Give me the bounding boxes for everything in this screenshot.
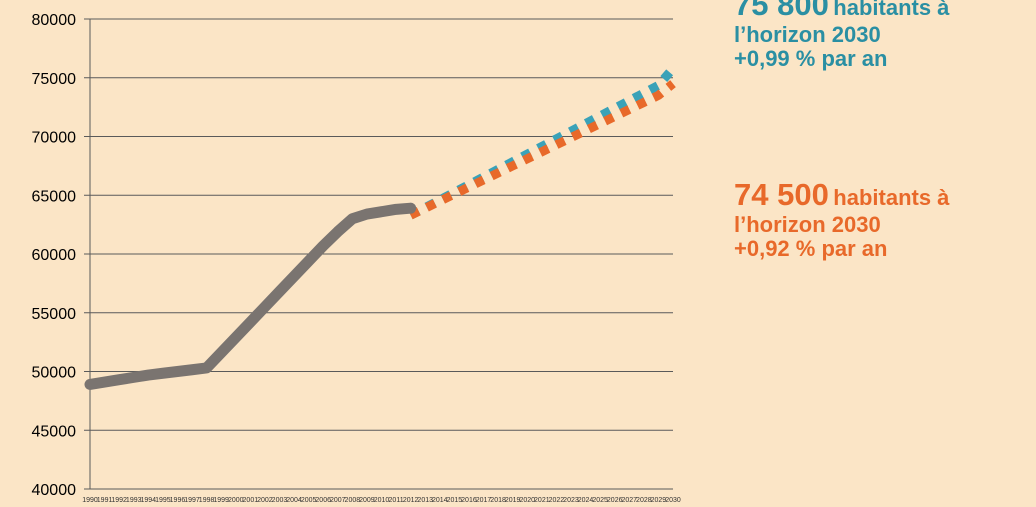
- y-tick-label: 80000: [32, 12, 77, 29]
- y-tick-label: 70000: [32, 130, 77, 147]
- scenario-low-callout: 74 500 habitants à l’horizon 2030 +0,92 …: [734, 177, 950, 262]
- scenario-high-callout: 75 800 habitants à l’horizon 2030 +0,99 …: [734, 0, 949, 72]
- x-tick-label: 2016: [461, 497, 477, 504]
- y-tick-label: 65000: [32, 188, 77, 205]
- x-tick-label: 1992: [111, 497, 127, 504]
- x-tick-label: 1991: [97, 497, 113, 504]
- callout-high-number: 75 800: [734, 0, 829, 22]
- x-tick-label: 2010: [374, 497, 390, 504]
- series-lines: [84, 65, 677, 390]
- x-tick-label: 2005: [301, 497, 317, 504]
- callout-low-text: habitants à: [833, 185, 950, 210]
- x-tick-label: 2018: [490, 497, 506, 504]
- x-tick-label: 2003: [272, 497, 288, 504]
- x-tick-label: 1995: [155, 497, 171, 504]
- x-tick-label: 1990: [82, 497, 98, 504]
- x-tick-label: 1998: [199, 497, 215, 504]
- x-tick-label: 2019: [505, 497, 521, 504]
- x-tick-label: 2015: [447, 497, 463, 504]
- x-tick-label: 2013: [417, 497, 433, 504]
- x-tick-label: 2029: [651, 497, 667, 504]
- high-scenario-line: [408, 65, 677, 220]
- y-tick-labels: 40000 45000 50000 55000 60000 65000 70000 75000…: [32, 12, 77, 499]
- x-tick-label: 2026: [607, 497, 623, 504]
- x-tick-label: 1994: [141, 497, 157, 504]
- y-tick-label: 60000: [32, 247, 77, 264]
- historical-series-line: [84, 202, 417, 390]
- x-tick-label: 2030: [665, 497, 681, 504]
- x-tick-label: 2024: [578, 497, 594, 504]
- y-tick-label: 40000: [32, 482, 77, 499]
- x-tick-label: 2007: [330, 497, 346, 504]
- x-tick-label: 1999: [213, 497, 229, 504]
- x-tick-label: 2014: [432, 497, 448, 504]
- x-tick-label: 2009: [359, 497, 375, 504]
- y-tick-label: 45000: [32, 423, 77, 440]
- x-tick-label: 1996: [170, 497, 186, 504]
- x-tick-label: 2020: [519, 497, 535, 504]
- y-tick-label: 75000: [32, 71, 77, 88]
- x-tick-label: 2012: [403, 497, 419, 504]
- callout-low-horizon: l’horizon 2030: [734, 211, 881, 237]
- x-tick-label: 2001: [243, 497, 259, 504]
- x-tick-label: 2022: [549, 497, 565, 504]
- x-tick-label: 2027: [621, 497, 637, 504]
- callout-high-text: habitants à: [833, 0, 950, 20]
- x-tick-labels: 1990199119921993199419951996199719981999…: [82, 497, 681, 504]
- grid-lines: [84, 18, 673, 490]
- x-tick-label: 2023: [563, 497, 579, 504]
- x-tick-label: 2004: [286, 497, 302, 504]
- y-tick-label: 50000: [32, 365, 77, 382]
- callout-high-rate: +0,99 % par an: [734, 46, 888, 72]
- x-tick-label: 2025: [592, 497, 608, 504]
- x-tick-label: 2000: [228, 497, 244, 504]
- x-tick-label: 2021: [534, 497, 550, 504]
- x-tick-label: 2006: [315, 497, 331, 504]
- x-tick-label: 2028: [636, 497, 652, 504]
- low-scenario-line: [408, 80, 676, 220]
- x-tick-label: 2011: [389, 497, 404, 504]
- x-tick-label: 1997: [184, 497, 200, 504]
- y-tick-label: 55000: [32, 306, 77, 323]
- x-tick-label: 2008: [345, 497, 361, 504]
- callout-low-rate: +0,92 % par an: [734, 236, 888, 262]
- x-tick-label: 2017: [476, 497, 492, 504]
- x-tick-label: 1993: [126, 497, 142, 504]
- callout-high-horizon: l’horizon 2030: [734, 21, 881, 47]
- callout-low-number: 74 500: [734, 177, 829, 212]
- x-tick-label: 2002: [257, 497, 273, 504]
- axes: [89, 19, 673, 490]
